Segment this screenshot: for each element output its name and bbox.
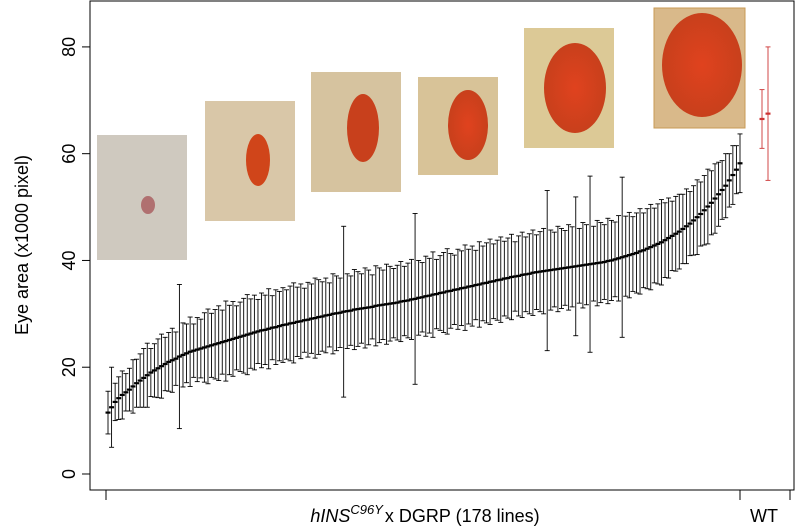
y-tick-label: 80 [59, 37, 79, 57]
x-axis-label: hINSC96Y x DGRP (178 lines) [310, 502, 539, 526]
x-label-rest: x DGRP (178 lines) [385, 506, 540, 526]
y-tick-label: 60 [59, 144, 79, 164]
y-axis-label: Eye area (x1000 pixel) [12, 155, 32, 335]
wt-label: WT [750, 506, 778, 526]
eye-photos [97, 7, 746, 260]
x-label-gene: hINS [310, 506, 350, 526]
y-tick-label: 0 [59, 469, 79, 479]
y-tick-label: 40 [59, 250, 79, 270]
plot-frame [89, 0, 795, 491]
y-tick-label: 20 [59, 357, 79, 377]
x-label-allele: C96Y [350, 502, 384, 517]
